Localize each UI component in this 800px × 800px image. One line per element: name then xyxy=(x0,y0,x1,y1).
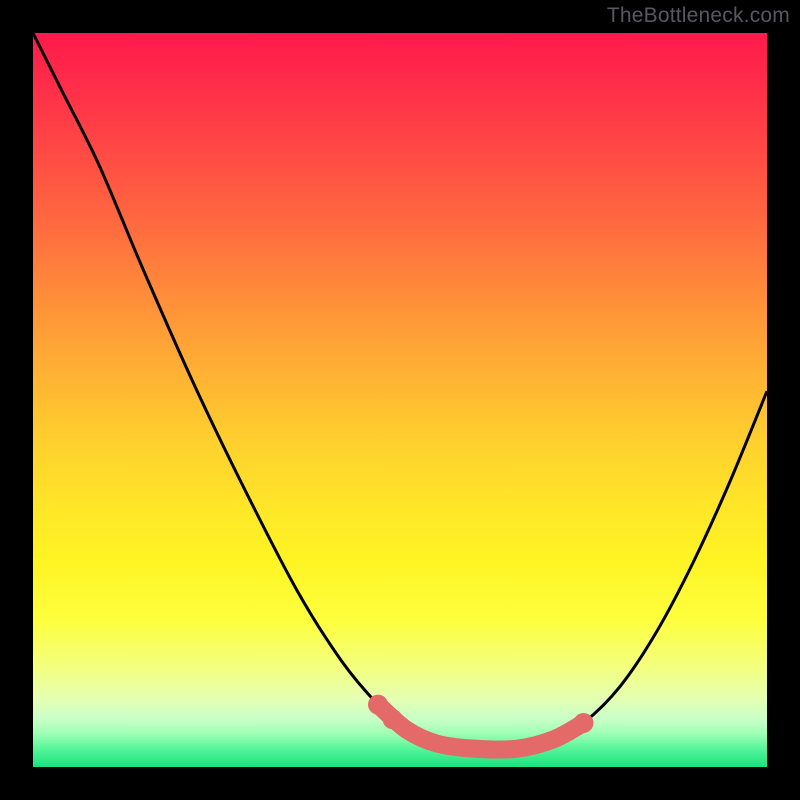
optimal-band-overlay-marker xyxy=(383,709,403,729)
optimal-band-overlay xyxy=(378,705,584,750)
optimal-band-overlay-marker xyxy=(574,713,594,733)
watermark-text: TheBottleneck.com xyxy=(607,4,790,28)
outer-frame: TheBottleneck.com xyxy=(0,0,800,800)
bottleneck-curve xyxy=(33,33,767,750)
chart-area xyxy=(33,33,767,767)
chart-svg xyxy=(33,33,767,767)
optimal-band-overlay-marker xyxy=(368,695,388,715)
